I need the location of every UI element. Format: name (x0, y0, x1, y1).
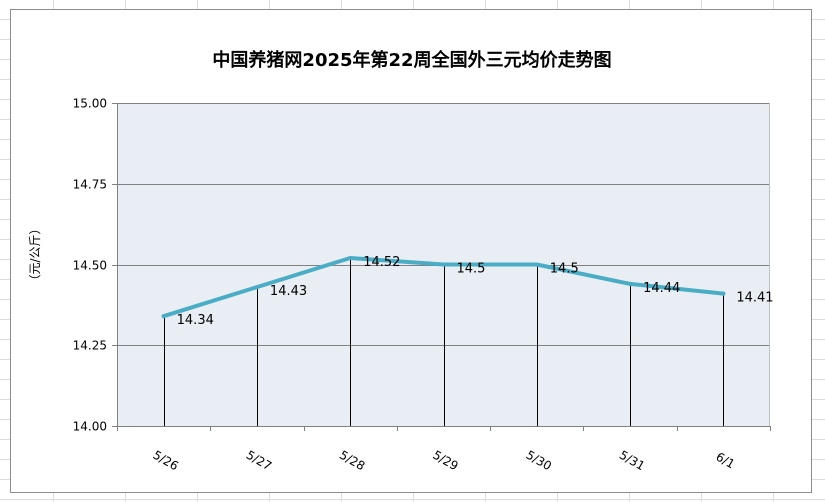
data-label: 14.44 (643, 281, 680, 296)
y-tick-label: 15.00 (73, 97, 107, 111)
y-tick-label: 14.50 (73, 259, 107, 273)
chart-svg: 中国养猪网2025年第22周全国外三元均价走势图 （元/公斤） 14.0014.… (28, 49, 774, 474)
chart-frame[interactable]: 中国养猪网2025年第22周全国外三元均价走势图 （元/公斤） 14.00 14.… (10, 9, 812, 493)
plot-area: 14.00 14.25 14.50 14.75 15.00 14.34 14.43 14.52… (73, 97, 774, 474)
data-point[interactable] (721, 291, 726, 296)
x-tick-label: 6/1 (713, 450, 737, 472)
x-tick-label: 5/27 (244, 448, 274, 474)
data-label: 14.52 (363, 255, 400, 270)
data-point[interactable] (348, 256, 353, 261)
data-point[interactable] (534, 262, 539, 267)
x-tick-label: 5/31 (617, 448, 647, 474)
y-tick-label: 14.75 (73, 178, 107, 192)
x-tick-label: 5/26 (150, 448, 180, 474)
data-label: 14.43 (270, 284, 307, 299)
data-label: 14.34 (177, 313, 214, 328)
data-label: 14.41 (736, 291, 773, 306)
data-label: 14.5 (457, 262, 486, 277)
data-point[interactable] (441, 262, 446, 267)
x-tick-label: 5/28 (337, 448, 367, 474)
data-label: 14.5 (550, 262, 579, 277)
chart-title: 中国养猪网2025年第22周全国外三元均价走势图 (212, 49, 611, 71)
y-axis-label: （元/公斤） (28, 222, 42, 286)
data-point[interactable] (161, 314, 166, 319)
data-point[interactable] (254, 285, 259, 290)
data-point[interactable] (628, 281, 633, 286)
y-tick-label: 14.25 (73, 339, 107, 353)
x-tick-label: 5/29 (430, 448, 460, 474)
x-tick-label: 5/30 (524, 448, 554, 474)
y-tick-label: 14.00 (73, 420, 107, 434)
